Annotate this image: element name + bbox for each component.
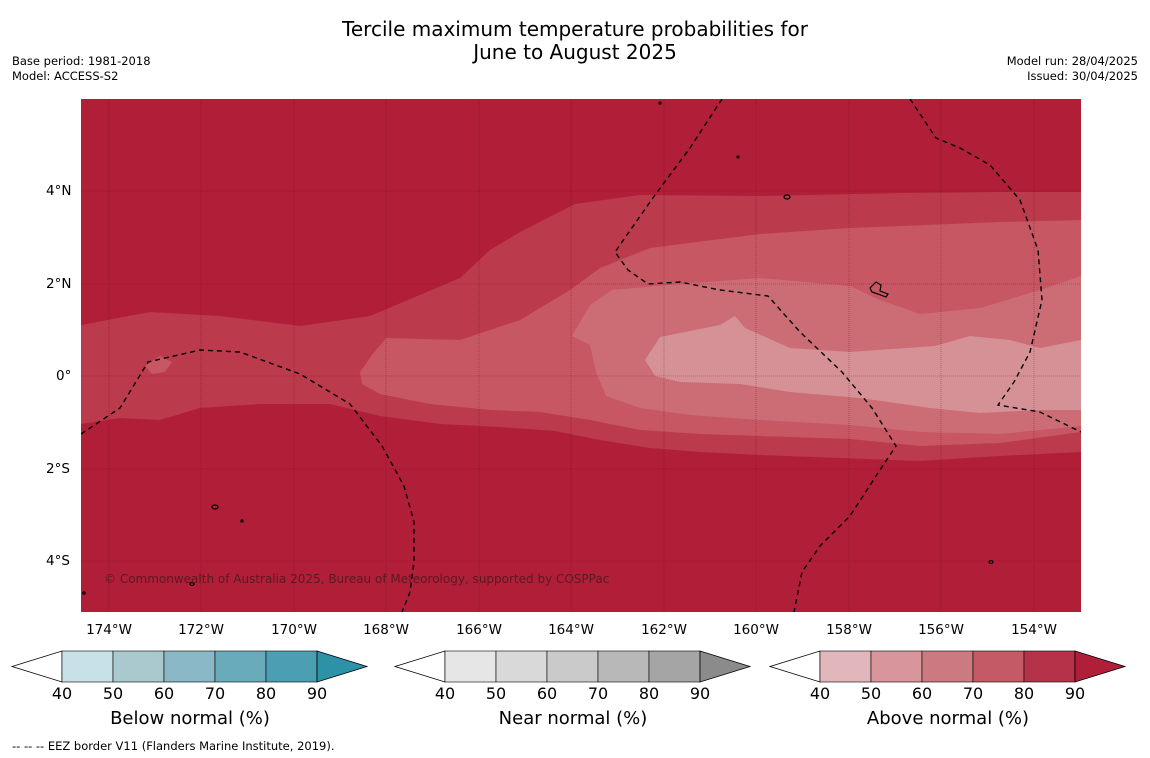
colorbar-tick-label: 60 [911, 684, 933, 703]
eez-border-central [614, 99, 897, 612]
copyright-notice: © Commonwealth of Australia 2025, Bureau… [104, 572, 610, 586]
lon-label-156w: 156°W [918, 622, 964, 638]
island-8 [82, 591, 86, 595]
colorbar-tick-label: 60 [536, 684, 558, 703]
island-6 [658, 101, 662, 105]
colorbar-overflow-triangle [1074, 650, 1127, 683]
colorbar-segment [972, 650, 1025, 683]
colorbar-tick-label: 50 [860, 684, 882, 703]
colorbar-overflow-triangle [699, 650, 752, 683]
island-5 [736, 155, 740, 159]
title-line-1: Tercile maximum temperature probabilitie… [342, 17, 808, 41]
colorbar-shapes [10, 650, 1127, 683]
issued-date: Issued: 30/04/2025 [1027, 69, 1138, 83]
colorbar-tick-label: 50 [102, 684, 124, 703]
lat-label-2n: 2°N [46, 276, 72, 292]
colorbar-tick-label: 60 [153, 684, 175, 703]
colorbar-segment [214, 650, 267, 683]
lat-label-4n: 4°N [46, 183, 72, 199]
model-name: Model: ACCESS-S2 [12, 69, 119, 83]
meta-left: Base period: 1981-2018 Model: ACCESS-S2 [12, 54, 151, 84]
lon-label-172w: 172°W [178, 622, 224, 638]
colorbar-tick-label: 50 [485, 684, 507, 703]
colorbar-tick-label: 80 [255, 684, 277, 703]
colorbar-segment [163, 650, 216, 683]
meta-right: Model run: 28/04/2025 Issued: 30/04/2025 [1007, 54, 1138, 84]
colorbar-segment [112, 650, 165, 683]
probability-band-50 [645, 316, 1081, 413]
colorbar-tick-label: 90 [689, 684, 711, 703]
lon-label-154w: 154°W [1011, 622, 1057, 638]
colorbar-near-label: Near normal (%) [498, 708, 648, 729]
island-1 [783, 194, 791, 200]
model-run: Model run: 28/04/2025 [1006, 54, 1138, 68]
colorbar-underflow-triangle [10, 650, 63, 683]
colorbar-tick-label: 40 [51, 684, 73, 703]
eez-borders [81, 99, 1081, 612]
colorbar-segment [648, 650, 701, 683]
colorbar-underflow-triangle [768, 650, 821, 683]
colorbar-tick-label: 40 [434, 684, 456, 703]
probability-patch-70-west [145, 356, 172, 374]
lon-label-170w: 170°W [271, 622, 317, 638]
colorbar-below-label: Below normal (%) [110, 708, 270, 729]
colorbar-segment [819, 650, 872, 683]
island-7 [240, 519, 244, 523]
gridlines [81, 99, 1081, 612]
colorbar-segment [1023, 650, 1076, 683]
lat-label-4s: 4°S [46, 553, 70, 569]
island-2 [211, 504, 219, 510]
title-line-2: June to August 2025 [473, 40, 677, 64]
island-3 [189, 581, 195, 587]
colorbar-segment [444, 650, 497, 683]
colorbar-tick-label: 70 [962, 684, 984, 703]
eez-legend-note: -- -- -- EEZ border V11 (Flanders Marine… [12, 739, 335, 753]
lon-label-158w: 158°W [826, 622, 872, 638]
colorbar-segment [546, 650, 599, 683]
colorbar-tick-label: 70 [587, 684, 609, 703]
colorbar-segment [61, 650, 114, 683]
colorbar-segment [495, 650, 548, 683]
colorbar-tick-label: 70 [204, 684, 226, 703]
colorbar-segment [870, 650, 923, 683]
lat-label-2s: 2°S [46, 461, 70, 477]
lon-label-164w: 164°W [548, 622, 594, 638]
island-kiritimati [869, 281, 889, 298]
island-4 [988, 559, 994, 565]
colorbar-above-label: Above normal (%) [866, 708, 1030, 729]
map-plot-area [81, 99, 1081, 612]
colorbar-tick-label: 90 [1064, 684, 1086, 703]
lat-label-equator: 0° [56, 368, 72, 384]
lon-label-160w: 160°W [733, 622, 779, 638]
lon-label-174w: 174°W [86, 622, 132, 638]
colorbar-overflow-triangle [316, 650, 369, 683]
lon-label-166w: 166°W [456, 622, 502, 638]
lon-label-162w: 162°W [641, 622, 687, 638]
base-period: Base period: 1981-2018 [12, 54, 151, 68]
colorbar-underflow-triangle [393, 650, 446, 683]
colorbar-segment [265, 650, 318, 683]
map-title: Tercile maximum temperature probabilitie… [0, 18, 1150, 64]
colorbar-tick-label: 90 [306, 684, 328, 703]
colorbar-tick-label: 80 [638, 684, 660, 703]
colorbar-tick-label: 40 [809, 684, 831, 703]
eez-border-west [81, 349, 415, 612]
lon-label-168w: 168°W [363, 622, 409, 638]
colorbar-segment [597, 650, 650, 683]
islands [82, 101, 994, 595]
eez-border-east [909, 99, 1081, 433]
colorbar-segment [921, 650, 974, 683]
colorbar-tick-label: 80 [1013, 684, 1035, 703]
